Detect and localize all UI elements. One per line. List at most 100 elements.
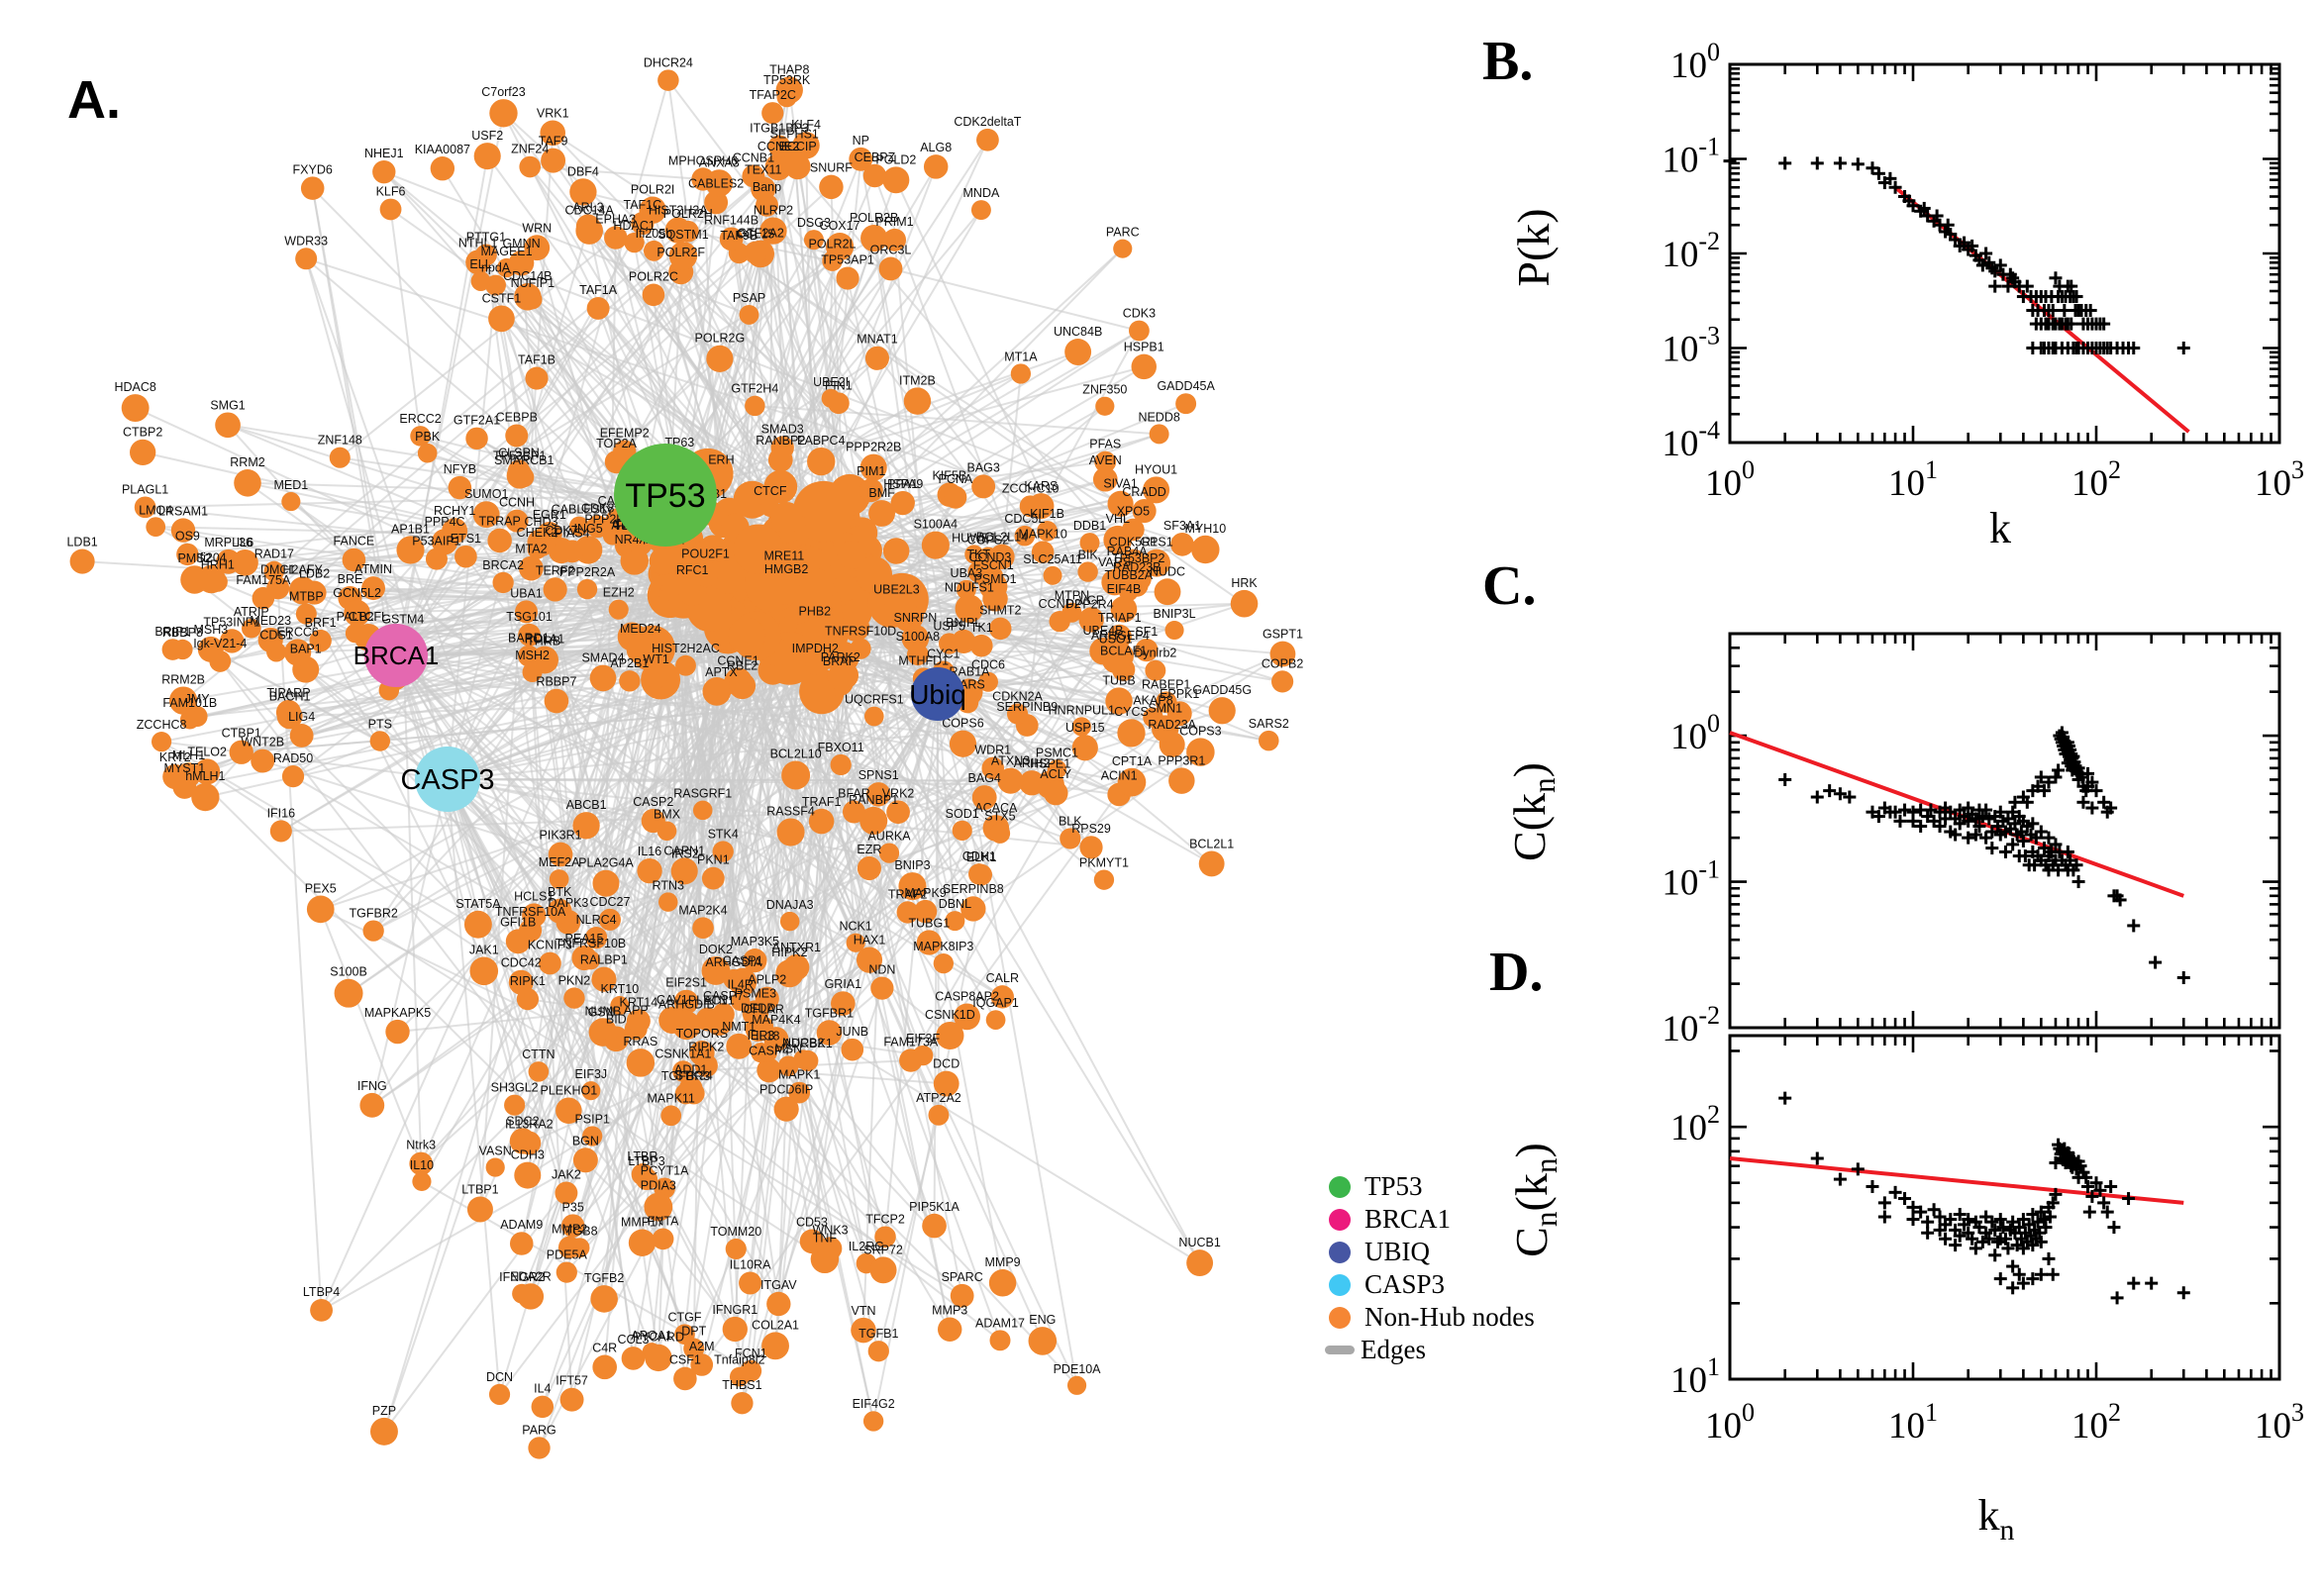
network-node — [1269, 641, 1296, 667]
gene-label: FANCE — [334, 535, 375, 549]
gene-label: BCLAF1 — [1100, 645, 1147, 658]
network-node — [1047, 759, 1067, 779]
gene-label: P35 — [562, 1200, 584, 1214]
gene-label: FSCN1 — [973, 558, 1014, 572]
network-node — [602, 526, 623, 546]
gene-label: BAP1 — [290, 643, 322, 656]
network-node — [1095, 396, 1115, 416]
network-node — [372, 159, 396, 184]
network-node — [269, 820, 292, 843]
network-node — [968, 863, 990, 885]
gene-label: RAB4A — [1107, 545, 1149, 558]
gene-label: PKN2 — [558, 973, 591, 987]
gene-label: P53AIP1 — [412, 535, 460, 549]
gene-label: CAPN1 — [663, 844, 705, 857]
gene-label: CEBPZ — [855, 150, 896, 164]
gene-label: TERF2 — [536, 563, 575, 577]
gene-label: CDKN2A — [992, 689, 1043, 703]
network-node — [1113, 239, 1133, 258]
gene-label: KRT2 — [159, 750, 191, 764]
gene-label: BAG3 — [966, 460, 999, 474]
gene-label: PPP2R2B — [846, 441, 901, 454]
gene-label: COL2A1 — [752, 1318, 799, 1332]
fit-line — [1729, 1156, 2184, 1205]
network-node — [644, 1192, 673, 1222]
gene-label: STAT5A — [455, 897, 501, 911]
gene-label: NFYB — [444, 462, 476, 476]
network-node — [507, 459, 531, 482]
gene-label: A2M — [689, 1340, 715, 1353]
gene-label: DPT — [681, 1325, 706, 1339]
scatter-points — [1723, 154, 2190, 354]
hub-node-casp3 — [415, 747, 480, 812]
svg-text:101: 101 — [1888, 455, 1938, 504]
network-node — [1107, 490, 1134, 517]
network-node — [884, 596, 909, 622]
network-node — [704, 1007, 734, 1036]
network-node — [1149, 424, 1169, 445]
network-node — [359, 1092, 385, 1118]
gene-label: ZNF350 — [1082, 383, 1127, 397]
network-node — [1119, 581, 1139, 602]
gene-label: TNFRSF10D — [825, 625, 896, 639]
svg-text:102: 102 — [2071, 455, 2121, 504]
gene-label: KIF5B — [932, 468, 966, 482]
network-node — [896, 901, 919, 924]
network-node — [870, 976, 894, 1000]
network-node — [489, 99, 518, 128]
network-node — [1066, 1375, 1087, 1395]
network-legend: TP53 BRCA1 UBIQ CASP3 Non-Hub nodes Edges — [1325, 1170, 1535, 1366]
network-node — [675, 654, 696, 676]
network-node — [555, 1181, 578, 1205]
gene-label: BLK — [1059, 814, 1082, 828]
network-node — [385, 1019, 410, 1045]
gene-label: BFAR — [838, 787, 870, 801]
gene-label: TELO2 — [187, 745, 227, 758]
network-node — [505, 424, 529, 448]
network-node — [582, 1126, 603, 1147]
gene-label: HDAC8 — [114, 380, 155, 394]
gene-label: POLR2B — [850, 211, 898, 225]
gene-label: BMF — [868, 486, 895, 500]
legend-label: Edges — [1361, 1335, 1426, 1364]
gene-label: RPS29 — [1071, 822, 1111, 836]
network-node — [673, 989, 699, 1015]
gene-label: ADD1 — [674, 1062, 707, 1076]
network-node — [969, 634, 993, 657]
gene-label: CDC5L — [1004, 512, 1045, 526]
gene-label: NUMB — [585, 1004, 622, 1018]
network-node — [858, 478, 883, 503]
network-node — [657, 892, 678, 912]
network-node — [799, 1229, 825, 1254]
network-node — [1259, 730, 1279, 751]
gene-label: ITGB1BP3 — [750, 121, 809, 135]
network-node — [952, 820, 972, 841]
gene-label: KLF6 — [376, 185, 406, 199]
gene-label: DOK2 — [699, 943, 733, 956]
network-node — [859, 453, 887, 481]
network-node — [668, 242, 698, 270]
scatter-points — [1778, 726, 2190, 985]
network-node — [706, 345, 734, 372]
gene-label: PBK — [415, 430, 441, 444]
network-node — [760, 498, 780, 518]
gene-label: COPS3 — [1179, 724, 1221, 738]
network-node — [701, 866, 725, 890]
svg-text:10-1: 10-1 — [1662, 133, 1720, 181]
gene-label: DDB1 — [1073, 519, 1106, 533]
network-node — [862, 1411, 884, 1432]
gene-label: PPA1 — [887, 477, 918, 491]
legend-label: Non-Hub nodes — [1364, 1302, 1535, 1332]
gene-label: EGR1 — [533, 508, 566, 522]
network-node — [505, 509, 529, 533]
network-node — [525, 366, 549, 390]
network-node — [705, 169, 734, 197]
gene-label: THBS1 — [722, 1378, 761, 1392]
gene-label: DBF4 — [567, 164, 599, 178]
gene-label: MAPK9 — [904, 886, 946, 900]
gene-label: PPP4C — [425, 515, 465, 529]
gene-label: MAP2K4 — [678, 903, 727, 917]
gene-label: MED1 — [273, 478, 308, 492]
network-node — [1117, 719, 1146, 748]
gene-label: TP53BP2 — [1112, 551, 1165, 565]
